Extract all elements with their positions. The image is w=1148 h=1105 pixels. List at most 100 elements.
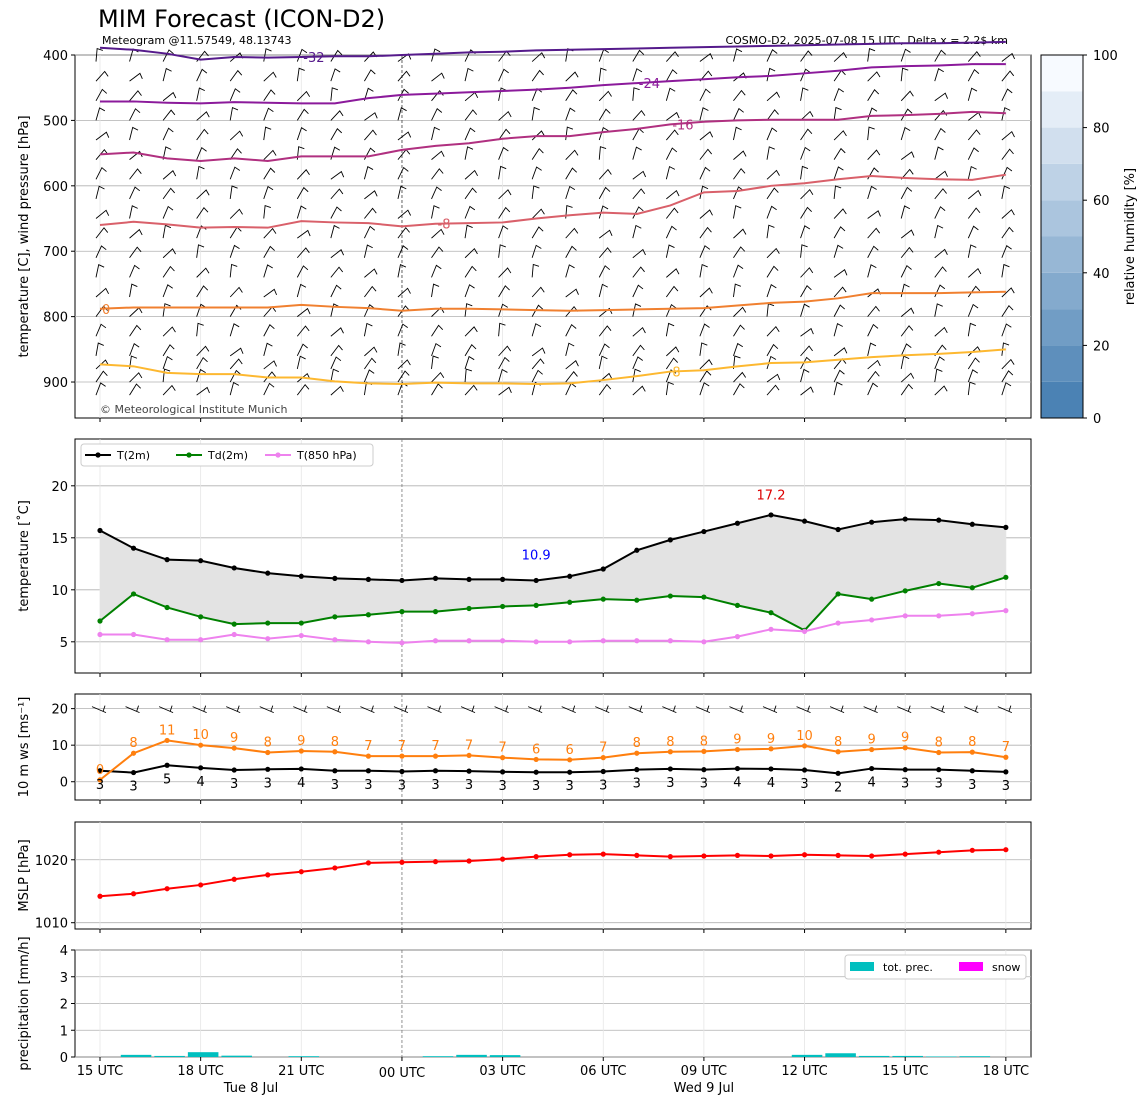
- wind-barb: [162, 368, 171, 383]
- wind-barb: [1001, 323, 1012, 337]
- surface-wind-barb: [494, 705, 509, 714]
- wind-barb: [431, 108, 443, 121]
- temperature-series-point: [466, 605, 472, 612]
- mslp-point: [231, 876, 237, 882]
- wind-barb: [297, 307, 311, 317]
- wind-barb: [431, 306, 445, 317]
- wind-barb: [263, 288, 278, 298]
- wind-barb: [699, 370, 712, 383]
- gust-point: [567, 757, 573, 763]
- temperature-series-point: [835, 526, 841, 533]
- temperature-series-point: [768, 626, 774, 632]
- wind-barb: [397, 88, 409, 101]
- wind-barb: [330, 266, 344, 278]
- wind-barb: [229, 106, 239, 121]
- temperature-series-point: [365, 576, 371, 583]
- mslp-point: [701, 853, 707, 859]
- surface-wind-barb: [561, 705, 576, 714]
- wind-speed-point: [634, 767, 640, 773]
- wind-barb: [464, 368, 473, 383]
- wind-barb: [967, 165, 977, 180]
- temperature-max-label: 17.2: [757, 488, 786, 503]
- surface-wind-barb: [293, 705, 308, 714]
- gust-label: 10: [192, 728, 209, 743]
- wind-speed-point: [533, 769, 539, 775]
- temperature-series-point: [399, 577, 405, 584]
- wind-barb: [95, 88, 108, 102]
- wind-tick-label: 20: [51, 703, 68, 718]
- sounding-tick-label: 600: [43, 180, 68, 195]
- wind-barb: [665, 147, 678, 160]
- wind-barb: [464, 67, 474, 82]
- wind-barb: [162, 187, 176, 200]
- sounding-tick-label: 800: [43, 311, 68, 326]
- wind-speed-label: 4: [197, 775, 205, 790]
- wind-barb: [598, 205, 609, 219]
- colorbar-segment: [1041, 163, 1083, 201]
- wind-barb: [900, 126, 911, 141]
- wind-barb: [833, 208, 847, 219]
- wind-barb: [598, 90, 612, 102]
- temperature-series-point: [835, 620, 841, 626]
- wind-barb: [498, 244, 506, 258]
- wind-barb: [162, 127, 174, 141]
- wind-barb: [464, 109, 478, 121]
- surface-wind-barb: [125, 705, 140, 714]
- wind-barb: [263, 185, 274, 200]
- wind-barb: [162, 265, 175, 278]
- wind-barb: [766, 284, 777, 298]
- wind-barb: [565, 382, 577, 396]
- precip-bar: [221, 1055, 252, 1057]
- wind-barb: [431, 150, 445, 160]
- wind-barb: [632, 127, 644, 141]
- mslp-point: [869, 853, 875, 859]
- wind-barb: [934, 356, 945, 370]
- mslp-point: [399, 859, 405, 865]
- wind-barb: [95, 166, 107, 180]
- wind-speed-point: [801, 767, 808, 773]
- wind-barb: [800, 188, 814, 200]
- temperature-min-label: 10.9: [522, 549, 551, 564]
- gust-point: [164, 737, 170, 744]
- gust-label: 7: [1002, 740, 1010, 755]
- mslp-panel-frame: [74, 821, 1032, 930]
- wind-speed-point: [902, 767, 908, 773]
- wind-barb: [800, 345, 813, 357]
- gust-point: [500, 755, 506, 761]
- wind-barb: [699, 209, 713, 219]
- wind-barb: [867, 126, 875, 141]
- wind-barb: [431, 342, 442, 357]
- wind-barb: [800, 50, 813, 62]
- temperature-series-point: [198, 558, 204, 564]
- wind-barb: [129, 72, 143, 82]
- wind-barb: [363, 87, 374, 101]
- wind-barb: [364, 268, 378, 278]
- wind-barb: [833, 51, 847, 62]
- wind-barb: [833, 185, 842, 199]
- wind-barb: [229, 286, 243, 298]
- wind-speed-label: 3: [633, 777, 641, 792]
- wind-barb: [733, 264, 744, 278]
- wind-barb: [766, 384, 780, 396]
- wind-barb: [699, 185, 709, 199]
- isotherm-5-line: [99, 348, 1006, 385]
- wind-barb: [464, 224, 473, 239]
- wind-speed-label: 4: [733, 776, 741, 791]
- gust-label: 9: [230, 731, 238, 746]
- wind-speed-label: 3: [431, 778, 439, 793]
- precip-tick-label: 2: [60, 998, 68, 1013]
- wind-barb: [531, 106, 540, 121]
- temperature-series-point: [164, 637, 170, 643]
- precip-axis-label: precipitation [mm/h]: [17, 936, 32, 1070]
- temperature-series-point: [902, 588, 908, 594]
- wind-barb: [800, 87, 809, 101]
- wind-barb: [867, 305, 880, 317]
- wind-barb: [196, 285, 209, 298]
- wind-speed-label: 3: [364, 778, 372, 793]
- wind-barb: [162, 303, 171, 317]
- wind-barb: [95, 107, 106, 121]
- wind-barb: [1001, 52, 1016, 62]
- wind-speed-point: [298, 766, 304, 772]
- wind-barb: [498, 356, 510, 370]
- wind-barb: [1001, 166, 1013, 180]
